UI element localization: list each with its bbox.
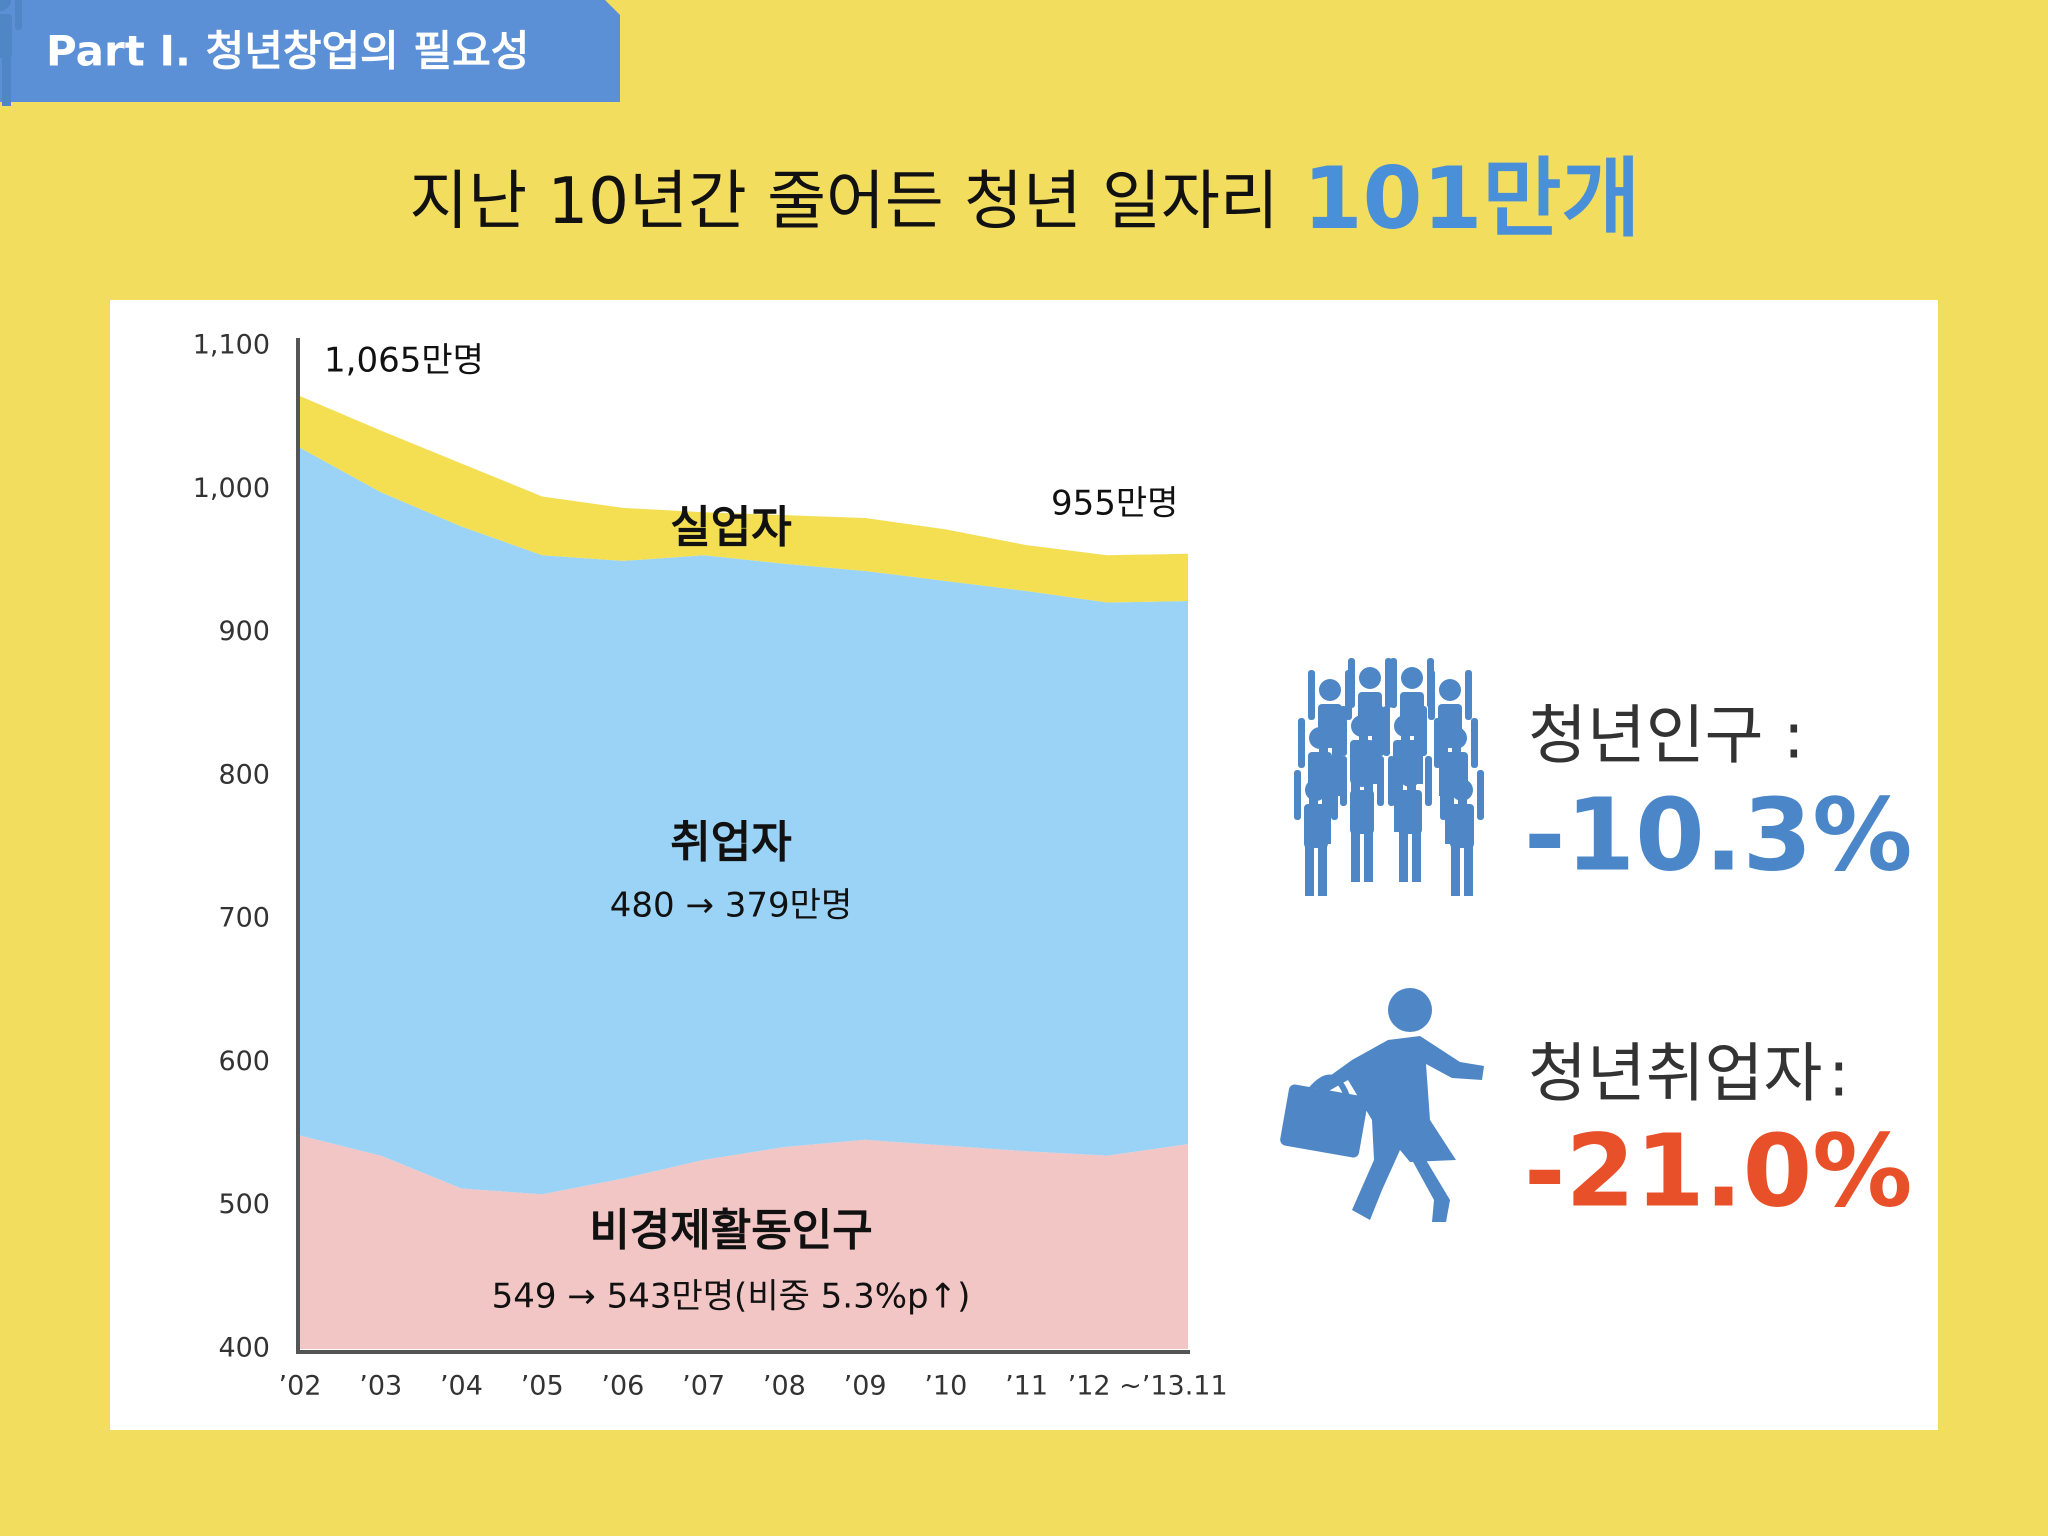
stat-separator: :	[1783, 700, 1805, 774]
x-tick-label: ’08	[763, 1371, 806, 1402]
y-tick-label: 500	[218, 1189, 270, 1220]
area	[300, 1135, 1188, 1349]
area	[300, 447, 1188, 1195]
stat-value: -21.0%	[1524, 1112, 1912, 1229]
x-tick-label: ’06	[601, 1371, 644, 1402]
x-tick-label: ’11	[1005, 1371, 1048, 1402]
headline-highlight: 101만개	[1303, 149, 1641, 249]
annotation: 480 → 379만명	[610, 886, 852, 926]
stat-separator: :	[1828, 1038, 1850, 1112]
y-tick-label: 700	[218, 903, 270, 934]
series-label: 실업자	[670, 502, 791, 553]
stat-value: -10.3%	[1524, 776, 1912, 893]
x-tick-label: ’02	[279, 1371, 322, 1402]
x-tick-label: ’04	[440, 1371, 483, 1402]
x-tick-label: ’09	[844, 1371, 887, 1402]
series-label: 취업자	[670, 817, 791, 868]
stat-label: 청년인구	[1528, 700, 1764, 774]
x-tick-label: ’05	[521, 1371, 564, 1402]
x-tick-label: ’07	[682, 1371, 725, 1402]
annotation: 955만명	[1051, 484, 1178, 524]
x-tick-label: ’12 ~’13.11	[1068, 1371, 1228, 1402]
y-tick-label: 1,100	[193, 330, 270, 361]
y-tick-label: 1,000	[193, 473, 270, 504]
annotation: 549 → 543만명(비중 5.3%p↑)	[492, 1277, 971, 1317]
x-tick-label: ’03	[359, 1371, 402, 1402]
series-label: 비경제활동인구	[589, 1205, 872, 1256]
header-title: Part I. 청년창업의 필요성	[46, 27, 529, 76]
worker-icon	[1280, 988, 1484, 1222]
plot	[300, 396, 1188, 1349]
crowd-icon	[0, 0, 1484, 896]
y-tick-label: 800	[218, 759, 270, 790]
y-tick-label: 900	[218, 616, 270, 647]
y-tick-label: 400	[218, 1333, 270, 1364]
stat-label: 청년취업자	[1528, 1038, 1822, 1112]
annotation: 1,065만명	[324, 341, 484, 381]
y-tick-label: 600	[218, 1046, 270, 1077]
header-bar	[0, 0, 620, 102]
x-tick-label: ’10	[924, 1371, 967, 1402]
headline-text: 지난 10년간 줄어든 청년 일자리	[409, 165, 1278, 239]
area	[300, 396, 1188, 603]
headline: 지난 10년간 줄어든 청년 일자리 101만개	[409, 149, 1640, 249]
